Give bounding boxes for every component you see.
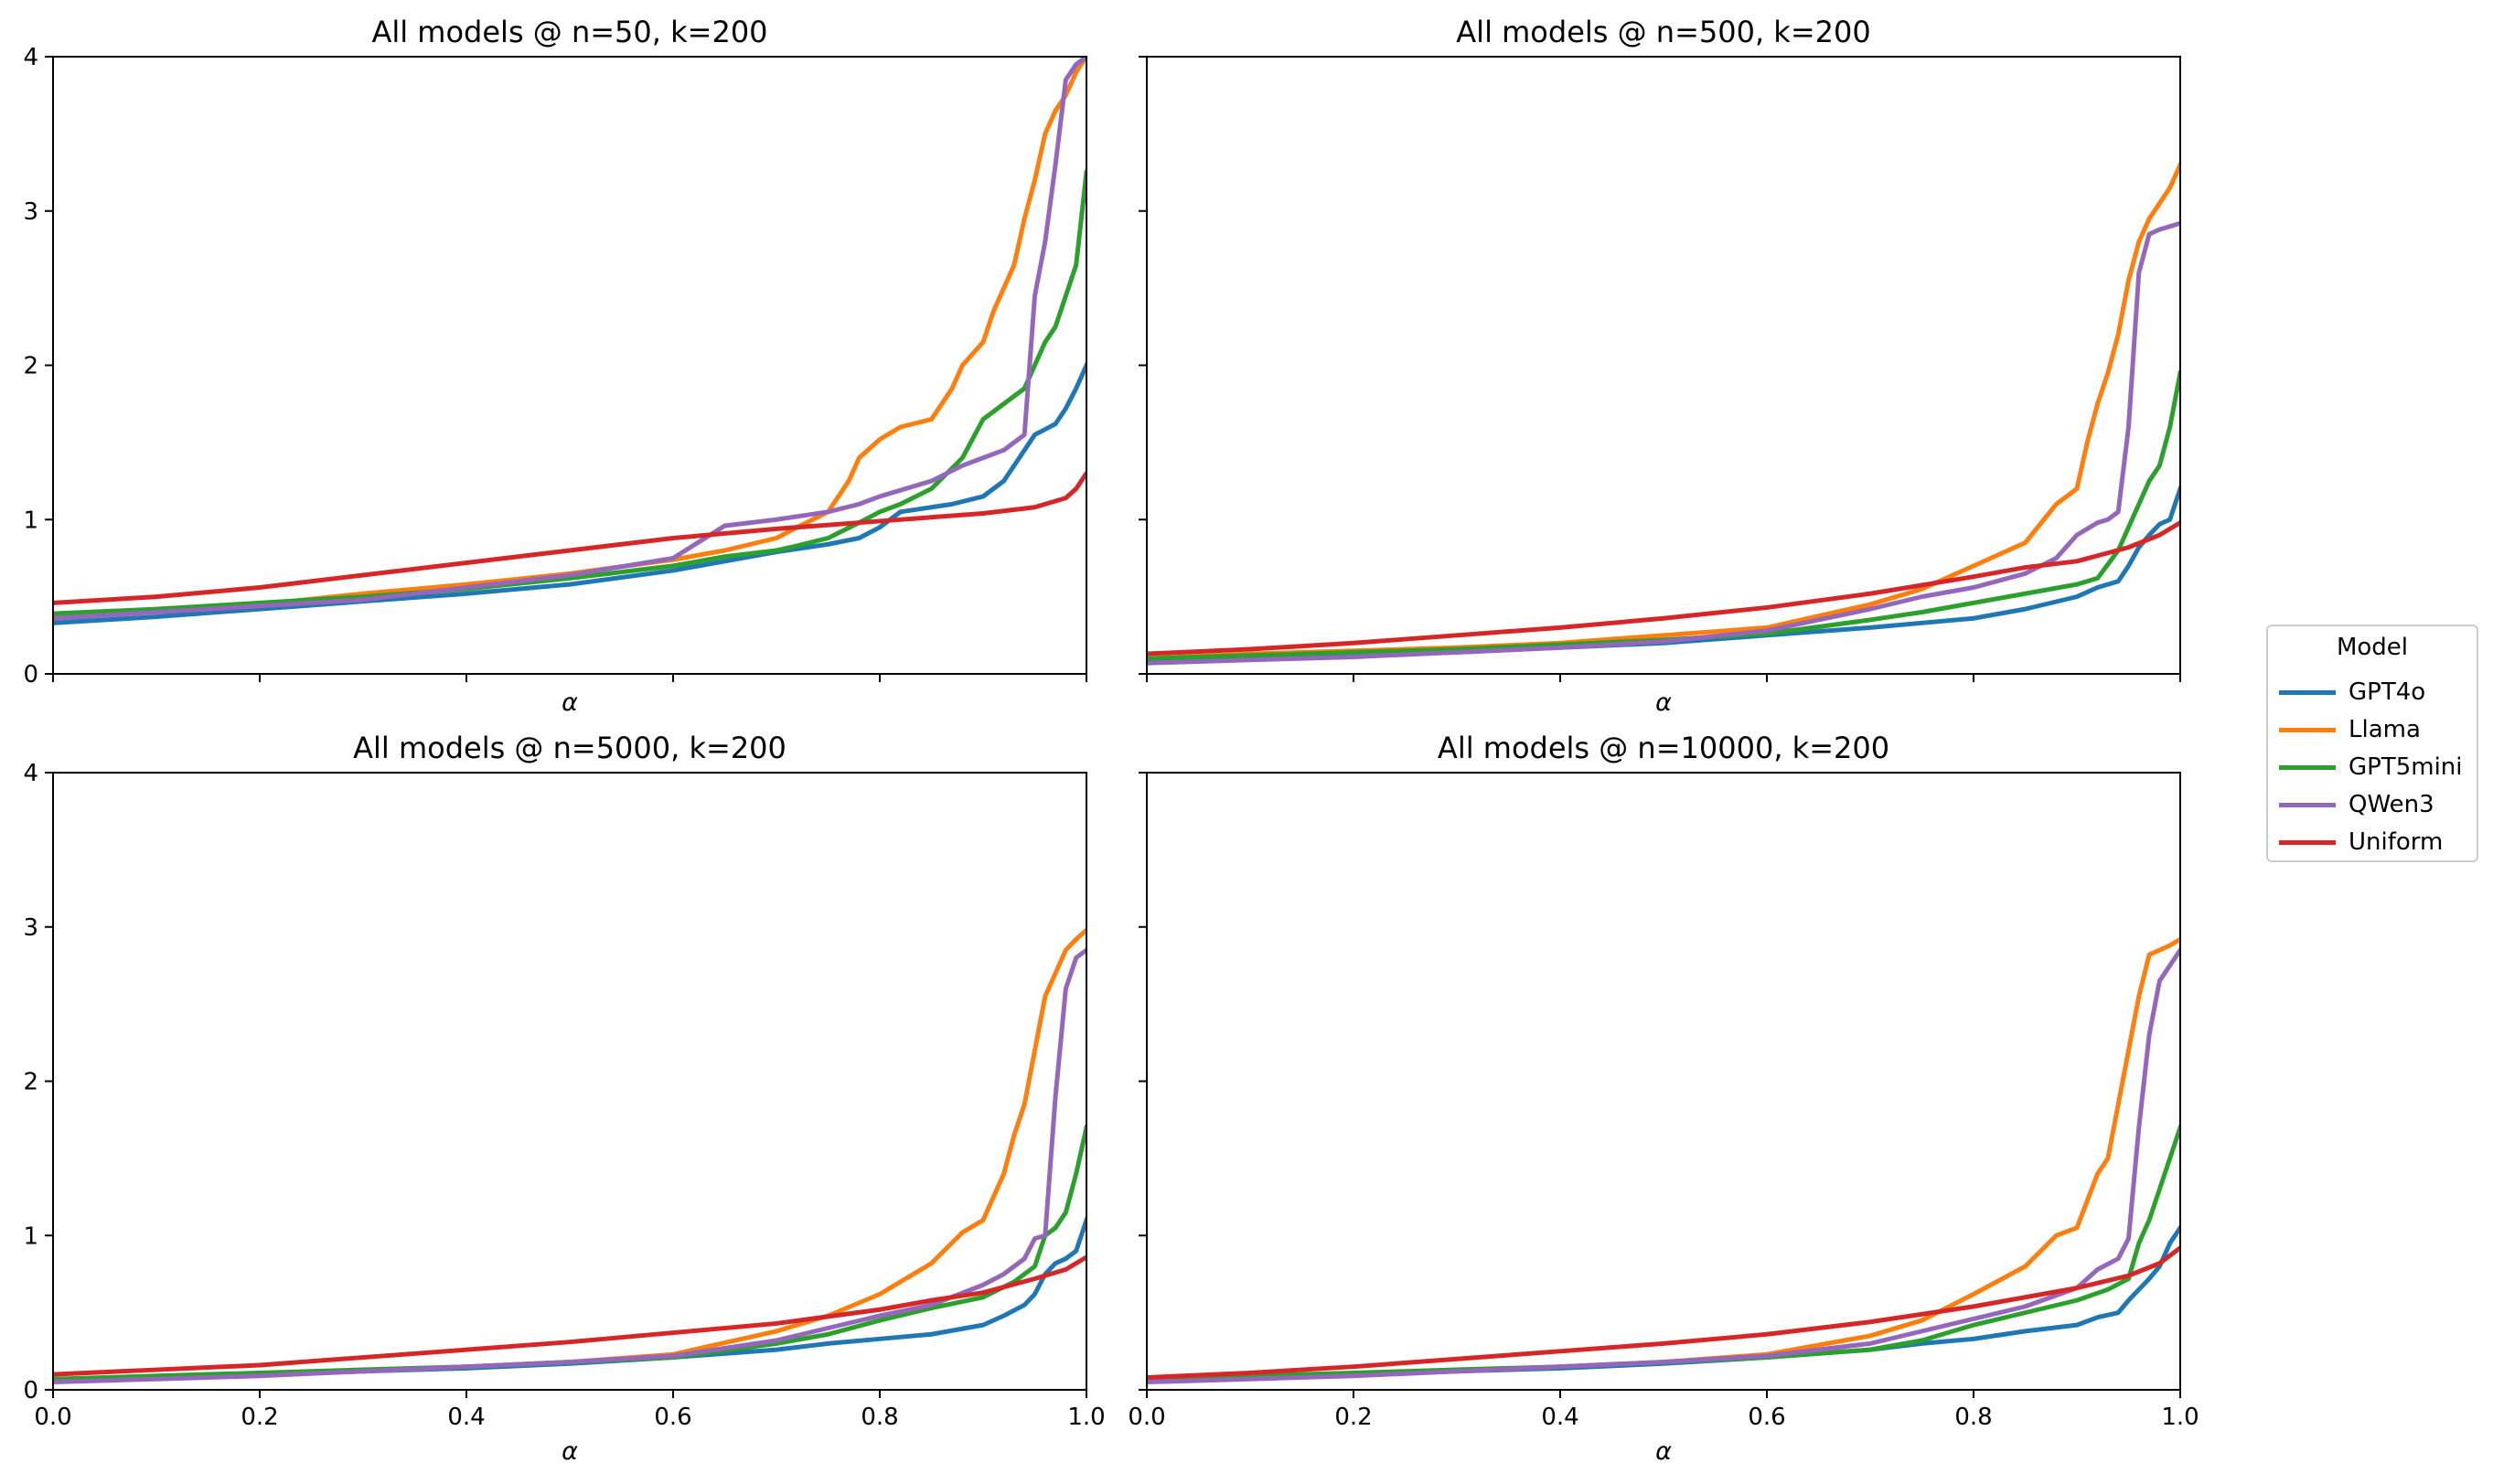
legend-item-uniform: Uniform: [2279, 826, 2443, 859]
legend-label-llama: Llama: [2349, 716, 2421, 743]
chart-panel-4: 0.0 0.2 0.4 0.6 0.8 1.0 All models @ n=10000, …: [1128, 731, 2199, 1466]
legend-swatch-gpt5mini: [2279, 764, 2336, 770]
legend-swatch-llama: [2279, 727, 2336, 732]
series-line-qwen3: [1147, 946, 2180, 1385]
x-tick-label: 1.0: [1067, 1404, 1105, 1431]
legend-swatch-qwen3: [2279, 802, 2336, 807]
y-tick-label: 3: [23, 198, 38, 226]
chart-title: All models @ n=50, k=200: [371, 15, 767, 49]
y-tick-label: 2: [23, 1069, 38, 1096]
y-tick-label: 0: [23, 1377, 38, 1404]
legend-label-gpt4o: GPT4o: [2349, 678, 2426, 706]
series-line-qwen3: [53, 57, 1086, 621]
x-tick-label: 0.8: [1954, 1404, 1992, 1431]
x-tick-label: 0.0: [1128, 1404, 1165, 1431]
series-line-llama: [53, 926, 1086, 1383]
y-tick-label: 2: [23, 353, 38, 380]
chart-title: All models @ n=5000, k=200: [353, 731, 786, 765]
axes-frame: [52, 772, 1087, 1391]
x-tick-label: 0.4: [447, 1404, 485, 1431]
series-line-uniform: [1147, 519, 2180, 657]
series-line-llama: [1147, 161, 2180, 661]
chart-title: All models @ n=500, k=200: [1456, 15, 1870, 49]
x-tick-label: 1.0: [2161, 1404, 2199, 1431]
series-line-llama: [53, 57, 1086, 620]
legend-title: Model: [2336, 634, 2409, 661]
x-tick-label: 0.6: [654, 1404, 691, 1431]
y-tick-label: 1: [23, 507, 38, 534]
x-tick-label: 0.4: [1541, 1404, 1578, 1431]
x-axis-label: α: [562, 689, 578, 717]
legend-item-llama: Llama: [2279, 713, 2421, 746]
x-tick-label: 0.0: [34, 1404, 71, 1431]
y-tick-label: 4: [23, 44, 38, 71]
chart-panel-3: 0.0 0.2 0.4 0.6 0.8 1.0 0 1 2 3 4 All models @ n=50…: [23, 731, 1105, 1466]
legend-item-gpt5mini: GPT5mini: [2279, 751, 2463, 784]
series-line-uniform: [53, 1254, 1086, 1377]
legend-item-qwen3: QWen3: [2279, 788, 2434, 821]
series-line-uniform: [53, 470, 1086, 605]
series-line-qwen3: [1147, 220, 2180, 666]
legend: Model GPT4o Llama GPT5mini QWen3 Uniform: [2266, 625, 2478, 862]
y-tick-label: 3: [23, 914, 38, 942]
series-line-gpt5mini: [53, 169, 1086, 616]
chart-title: All models @ n=10000, k=200: [1438, 731, 1889, 765]
y-tick-label: 0: [23, 661, 38, 689]
x-tick-label: 0.2: [241, 1404, 278, 1431]
series-line-gpt4o: [53, 362, 1086, 625]
legend-label-uniform: Uniform: [2349, 828, 2444, 856]
series-line-uniform: [1147, 1244, 2180, 1381]
y-tick-label: 1: [23, 1222, 38, 1250]
series-line-gpt5mini: [1147, 370, 2180, 661]
legend-item-gpt4o: GPT4o: [2279, 676, 2425, 709]
axes-frame: [1146, 56, 2181, 675]
axes-frame: [52, 56, 1087, 675]
legend-label-gpt5mini: GPT5mini: [2349, 753, 2463, 781]
x-tick-label: 0.6: [1748, 1404, 1785, 1431]
series-line-qwen3: [53, 946, 1086, 1385]
x-axis-label: α: [1655, 1437, 1672, 1466]
x-axis-label: α: [562, 1437, 578, 1466]
legend-swatch-uniform: [2279, 839, 2336, 845]
x-tick-label: 0.2: [1334, 1404, 1372, 1431]
chart-panel-1: 0 1 2 3 4 All models @ n=50, k=200 α: [23, 15, 1087, 717]
legend-label-qwen3: QWen3: [2349, 791, 2434, 818]
x-tick-label: 0.8: [861, 1404, 898, 1431]
y-tick-label: 4: [23, 760, 38, 787]
legend-swatch-gpt4o: [2279, 689, 2336, 695]
chart-panel-2: All models @ n=500, k=200 α: [1139, 15, 2181, 717]
x-axis-label: α: [1655, 689, 1672, 717]
